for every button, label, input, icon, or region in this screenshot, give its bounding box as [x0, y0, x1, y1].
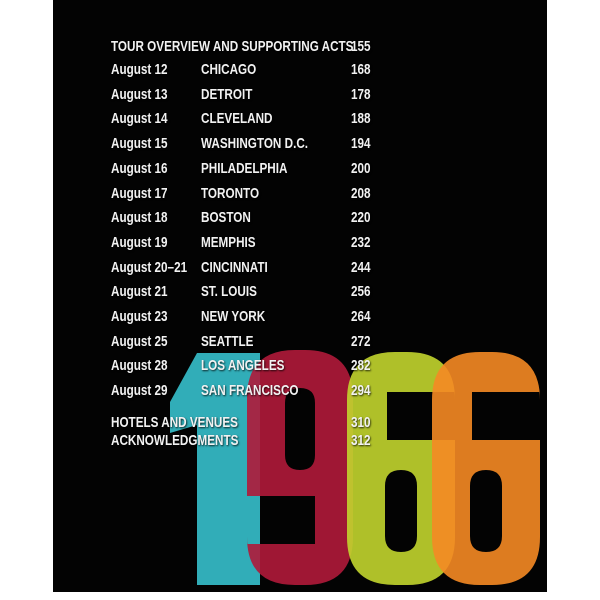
year-digit-1	[170, 353, 260, 585]
toc-entry-date: August 23	[111, 308, 168, 325]
toc-entry-city: SAN FRANCISCO	[201, 382, 299, 400]
toc-entry-page: 220	[351, 209, 371, 227]
toc-entry-city: CINCINNATI	[201, 258, 268, 276]
year-digit-6a	[347, 352, 455, 585]
toc-entry-city: MEMPHIS	[201, 233, 256, 251]
toc-entry-date: August 17	[111, 184, 168, 202]
toc-entry-page: 282	[351, 357, 371, 375]
contents-page: TOUR OVERVIEW AND SUPPORTING ACTS 155 Au…	[53, 0, 547, 592]
toc-entry-city: LOS ANGELES	[201, 357, 285, 375]
toc-entry-date: August 21	[111, 283, 168, 301]
toc-entry-page: 256	[351, 283, 371, 301]
toc-entry-date: August 15	[111, 135, 168, 153]
toc-entry-page: 178	[351, 85, 371, 103]
toc-entry-city: TORONTO	[201, 184, 260, 202]
toc-entry-page: 264	[351, 308, 371, 325]
toc-entry-city: NEW YORK	[201, 308, 266, 325]
toc-entry-page: 272	[351, 332, 371, 350]
toc-entry-page: 294	[351, 382, 371, 400]
toc-entry-city: DETROIT	[201, 85, 253, 103]
toc-entry-page: 194	[351, 135, 371, 153]
toc-entry-page: 188	[351, 110, 371, 128]
toc-entry-city: BOSTON	[201, 209, 251, 227]
toc-entry-page: 244	[351, 258, 371, 276]
toc-entry-city: PHILADELPHIA	[201, 159, 288, 177]
toc-entry-city: SEATTLE	[201, 332, 254, 350]
toc-entry-city: WASHINGTON D.C.	[201, 135, 309, 153]
toc-entry-date: August 20–21	[111, 258, 188, 276]
toc-entry-date: August 18	[111, 209, 168, 227]
toc-footer-title: HOTELS AND VENUES	[111, 414, 238, 431]
toc-entry-city: ST. LOUIS	[201, 283, 257, 301]
toc-footer-title: ACKNOWLEDGMENTS	[111, 432, 239, 449]
toc-entry-page: 208	[351, 184, 371, 202]
toc-header-page: 155	[351, 38, 371, 55]
toc-footer-page: 310	[351, 414, 371, 431]
toc-entry-page: 168	[351, 61, 371, 78]
toc-entry-date: August 29	[111, 382, 168, 400]
toc-entry-city: CHICAGO	[201, 61, 257, 78]
toc-header-title: TOUR OVERVIEW AND SUPPORTING ACTS	[111, 38, 354, 55]
toc-entry-city: CLEVELAND	[201, 110, 273, 128]
toc-entry-date: August 16	[111, 159, 168, 177]
toc-entry-date: August 19	[111, 233, 168, 251]
toc-footer-page: 312	[351, 432, 371, 449]
year-digit-9	[247, 350, 353, 585]
toc-entry-page: 232	[351, 233, 371, 251]
year-1966-graphic	[170, 350, 540, 585]
toc-entry-date: August 13	[111, 85, 168, 103]
toc-entry-date: August 14	[111, 110, 168, 128]
toc-entry-date: August 25	[111, 332, 168, 350]
toc-entry-date: August 28	[111, 357, 168, 375]
toc-entry-date: August 12	[111, 61, 168, 78]
toc-entry-page: 200	[351, 159, 371, 177]
year-digit-6b	[432, 352, 540, 585]
